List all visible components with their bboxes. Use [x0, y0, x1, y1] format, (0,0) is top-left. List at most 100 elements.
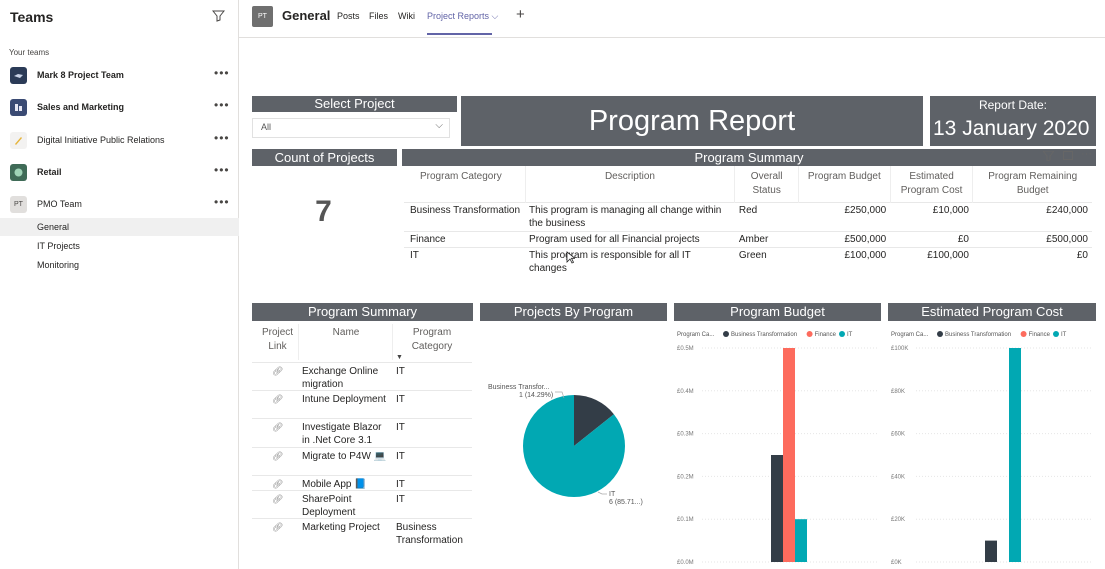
leader-line: [597, 491, 607, 495]
project-name: Investigate Blazor in .Net Core 3.1: [302, 422, 382, 446]
team-item-pmo[interactable]: PT PMO Team •••: [0, 192, 239, 216]
legend-marker[interactable]: [1053, 331, 1059, 337]
legend-marker[interactable]: [839, 331, 845, 337]
bar[interactable]: [1009, 348, 1021, 562]
table-row: 🔗︎ Investigate Blazor in .Net Core 3.1 I…: [252, 418, 472, 446]
column-header[interactable]: Program Category: [411, 327, 453, 352]
sort-descending-icon[interactable]: ▼: [396, 354, 403, 361]
link-icon[interactable]: 🔗︎: [272, 451, 284, 461]
link-icon[interactable]: 🔗︎: [272, 366, 284, 376]
select-project-header: Select Project: [252, 96, 457, 112]
channel-header: PT General Posts Files Wiki Project Repo…: [239, 0, 1105, 38]
channel-title: General: [282, 8, 331, 23]
team-item-mark8[interactable]: Mark 8 Project Team •••: [0, 63, 239, 87]
projects-by-program-header: Projects By Program: [480, 303, 667, 321]
filter-icon[interactable]: [211, 9, 226, 27]
link-icon[interactable]: 🔗︎: [272, 522, 284, 532]
add-tab-icon[interactable]: +: [516, 6, 525, 23]
more-options-icon[interactable]: •••: [214, 131, 230, 145]
column-header[interactable]: Overall Status: [734, 166, 799, 203]
link-icon[interactable]: 🔗︎: [272, 422, 284, 432]
program-budget-chart: Program Ca... Business Transformation Fina…: [677, 331, 877, 566]
tab-files[interactable]: Files: [369, 11, 389, 21]
link-icon[interactable]: 🔗︎: [272, 494, 284, 504]
project-name: Mobile App 📘: [302, 479, 367, 490]
sidebar-title: Teams: [10, 9, 54, 25]
team-item-sales[interactable]: Sales and Marketing •••: [0, 95, 239, 119]
more-options-icon[interactable]: •••: [214, 98, 230, 112]
column-header[interactable]: Project Link: [261, 327, 294, 352]
bar[interactable]: [795, 519, 807, 562]
more-options-icon[interactable]: •••: [214, 195, 230, 209]
program-category: IT: [396, 366, 405, 377]
estimated-cost-header: Estimated Program Cost: [888, 303, 1096, 321]
y-tick-label: £100K: [891, 346, 908, 352]
column-header[interactable]: Estimated Program Cost: [890, 166, 974, 203]
column-header[interactable]: Description: [525, 166, 736, 203]
projects-by-program-pie: Business Transfor...1 (14.29%) IT6 (85.71…: [488, 384, 643, 506]
pie-slice[interactable]: [523, 395, 625, 497]
column-header[interactable]: Program Remaining Budget: [988, 171, 1078, 196]
team-avatar: [10, 98, 27, 116]
project-name: Migrate to P4W 💻: [302, 451, 387, 462]
legend-label[interactable]: IT: [1061, 332, 1067, 338]
column-header[interactable]: Name: [332, 327, 360, 338]
cell: This program is responsible for all IT c…: [525, 247, 735, 276]
channel-monitoring[interactable]: Monitoring: [37, 260, 80, 270]
pie-slice[interactable]: [574, 395, 614, 446]
mouse-cursor-icon: [566, 251, 575, 264]
column-header[interactable]: Program Category: [404, 166, 526, 203]
cell: Green: [734, 247, 799, 276]
legend-marker[interactable]: [806, 331, 813, 337]
more-options-icon[interactable]: •••: [214, 163, 230, 177]
link-icon[interactable]: 🔗︎: [272, 394, 284, 404]
leader-line: [555, 391, 565, 399]
team-item-digital[interactable]: Digital Initiative Public Relations •••: [0, 128, 239, 152]
program-budget-header: Program Budget: [674, 303, 881, 321]
cell: Red: [734, 202, 799, 232]
link-icon[interactable]: 🔗︎: [272, 479, 284, 489]
table-row: 🔗︎ Intune Deployment IT: [252, 390, 472, 418]
program-summary2-header: Program Summary: [252, 303, 473, 321]
y-tick-label: £0.3M: [677, 432, 694, 438]
legend-label[interactable]: Business Transformation: [731, 332, 797, 338]
tab-wiki[interactable]: Wiki: [398, 11, 415, 21]
tab-posts[interactable]: Posts: [337, 11, 360, 21]
bar[interactable]: [985, 540, 997, 562]
bar[interactable]: [771, 455, 783, 562]
legend-label[interactable]: Finance: [1029, 332, 1051, 338]
table-header-row: Program Category Description Overall Sta…: [404, 166, 1092, 203]
team-name: PMO Team: [37, 199, 82, 209]
legend-marker[interactable]: [937, 331, 943, 337]
team-item-retail[interactable]: Retail •••: [0, 160, 239, 184]
cell: IT: [404, 247, 526, 276]
report-date-value: 13 January 2020: [933, 117, 1090, 140]
y-tick-label: £40K: [891, 474, 905, 480]
project-select[interactable]: All ⌵: [252, 118, 450, 138]
legend-label[interactable]: Finance: [815, 332, 837, 338]
count-header: Count of Projects: [252, 149, 397, 166]
tab-project-reports[interactable]: Project Reports ⌵: [427, 11, 498, 22]
filter-icon[interactable]: [1041, 150, 1056, 163]
legend-label[interactable]: IT: [847, 332, 853, 338]
y-tick-label: £0.0M: [677, 560, 694, 566]
chevron-down-icon: ⌵: [491, 11, 499, 21]
report-date-label: Report Date:: [978, 98, 1048, 112]
team-avatar: [10, 66, 27, 84]
more-options-icon[interactable]: •••: [214, 66, 230, 80]
cell: This program is managing all change with…: [525, 202, 735, 232]
legend-marker[interactable]: [723, 331, 729, 337]
bar[interactable]: [783, 348, 795, 562]
channel-it-projects[interactable]: IT Projects: [37, 241, 80, 251]
legend-marker[interactable]: [1020, 331, 1027, 337]
column-header[interactable]: Program Budget: [798, 166, 891, 203]
project-name: Intune Deployment: [302, 394, 386, 405]
more-options-icon[interactable]: ···: [1081, 148, 1092, 160]
legend-title: Program Ca...: [677, 332, 715, 338]
focus-mode-icon[interactable]: [1063, 151, 1073, 162]
channel-general[interactable]: General: [0, 218, 239, 236]
project-name: Exchange Online migration: [302, 366, 379, 390]
legend-label[interactable]: Business Transformation: [945, 332, 1011, 338]
program-summary-table: Program Category Description Overall Sta…: [404, 166, 1092, 276]
